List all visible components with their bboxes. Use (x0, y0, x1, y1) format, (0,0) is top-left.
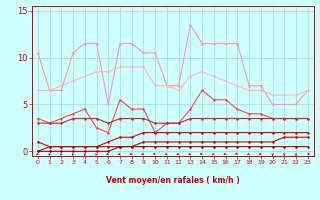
X-axis label: Vent moyen/en rafales ( km/h ): Vent moyen/en rafales ( km/h ) (106, 176, 240, 185)
